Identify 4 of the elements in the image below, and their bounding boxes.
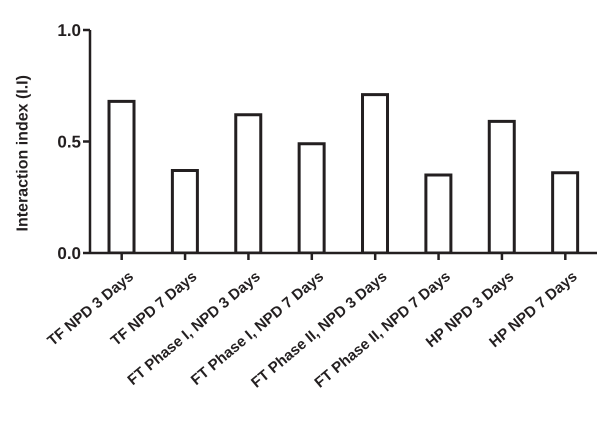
y-tick-label: 0.5 [57,132,81,152]
y-axis-title: Interaction index (I.I) [14,75,32,232]
y-tick-label: 1.0 [57,21,81,40]
y-tick-label: 0.0 [57,244,81,264]
